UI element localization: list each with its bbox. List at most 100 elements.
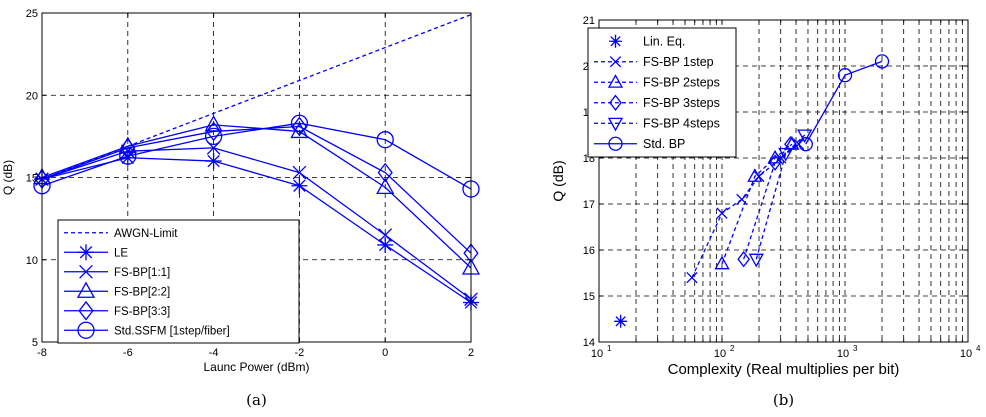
legend-label: LE <box>114 247 128 259</box>
data-point <box>378 228 393 242</box>
y-axis-label: Q (dB) <box>1 160 15 195</box>
x-tick-exponent: 4 <box>976 344 981 353</box>
figure-caption: (b) <box>773 391 794 409</box>
x-tick-label: 0 <box>382 347 388 359</box>
data-point <box>797 129 813 144</box>
data-point <box>119 149 136 166</box>
legend-label: Std. BP <box>643 137 685 151</box>
data-point <box>292 165 307 180</box>
legend-item: FS-BP[1:1] <box>64 264 170 279</box>
legend-marker <box>78 244 94 261</box>
figure-caption: (a) <box>246 391 267 409</box>
legend-marker <box>609 34 622 48</box>
legend-label: Std.SSFM [1step/fiber] <box>114 325 230 337</box>
legend-label: Lin. Eq. <box>643 34 685 48</box>
data-point <box>747 168 763 182</box>
x-tick-label: 10 <box>591 348 603 360</box>
x-axis-label: Launc Power (dBm) <box>203 360 309 374</box>
legend-item: FS-BP 1step <box>594 55 714 69</box>
legend-label: FS-BP 3steps <box>643 96 720 110</box>
legend-item: FS-BP[2:2] <box>64 281 170 298</box>
series-line <box>41 147 472 300</box>
plot-frame <box>598 19 969 343</box>
data-point <box>205 153 222 170</box>
data-point <box>290 114 309 132</box>
x-tick-exponent: 3 <box>853 344 858 353</box>
y-tick-label: 5 <box>32 337 38 349</box>
legend-marker <box>609 94 622 111</box>
x-tick-exponent: 1 <box>607 344 612 353</box>
data-point <box>377 236 394 253</box>
legend-marker <box>608 136 623 151</box>
y-tick-label: 10 <box>26 255 38 267</box>
data-point <box>205 121 222 142</box>
y-tick-label: 17 <box>583 199 595 211</box>
legend-item: Std.SSFM [1step/fiber] <box>64 321 230 339</box>
chart-b: 1415161718192021101102103104Complexity (… <box>550 15 981 409</box>
series-line <box>805 60 883 145</box>
legend-marker <box>607 117 624 132</box>
legend-marker <box>77 321 95 339</box>
legend-item: AWGN-Limit <box>64 228 178 240</box>
legend: Lin. Eq. FS-BP 1step FS-BP 2steps FS-BP 3st… <box>587 27 737 158</box>
legend-label: FS-BP 2steps <box>643 75 720 89</box>
y-tick-label: 15 <box>26 173 38 185</box>
data-point <box>778 147 794 162</box>
legend: AWGN-Limit LE FS-BP[1:1] FS-BP[2:2] FS-BP[3:… <box>57 219 300 344</box>
legend-label: FS-BP[3:3] <box>114 306 170 318</box>
series-line <box>755 134 806 260</box>
data-point <box>204 127 223 146</box>
x-tick-label: -4 <box>209 347 219 359</box>
data-point <box>686 271 698 284</box>
legend-marker <box>607 74 624 88</box>
chart-a: 5 10 15 20 25 -8 -6 -4 -2 0 2 Launc Power (dBm) Q (d… <box>1 8 481 409</box>
series-std-bp <box>798 54 890 152</box>
legend-box <box>587 27 737 158</box>
legend-item: FS-BP 4steps <box>594 116 720 132</box>
legend-marker <box>609 56 622 68</box>
legend-label: AWGN-Limit <box>114 228 178 240</box>
y-tick-label: 25 <box>26 8 38 20</box>
data-point <box>377 162 393 183</box>
legend-item: FS-BP[3:3] <box>64 300 170 321</box>
series-line <box>41 122 472 190</box>
data-point <box>837 68 853 83</box>
legend-item: FS-BP 3steps <box>594 94 720 111</box>
legend-marker <box>78 300 94 321</box>
series-line <box>41 125 472 254</box>
y-tick-label: 21 <box>583 15 595 27</box>
legend-label: FS-BP[1:1] <box>114 267 170 279</box>
data-point <box>376 177 395 195</box>
data-point <box>614 314 628 328</box>
data-point <box>714 255 730 270</box>
legend-label: FS-BP 4steps <box>643 116 720 130</box>
y-tick-label: 14 <box>583 337 595 349</box>
legend-label: FS-BP 1step <box>643 55 714 69</box>
x-tick-label: -6 <box>123 347 133 359</box>
x-tick-label: 10 <box>837 348 849 360</box>
data-point <box>748 253 764 268</box>
legend-marker <box>76 281 96 298</box>
series-line <box>721 143 793 265</box>
data-point <box>376 131 394 149</box>
x-tick-label: 2 <box>468 347 474 359</box>
x-tick-label: 10 <box>960 348 972 360</box>
series-line <box>743 143 791 260</box>
y-tick-label: 15 <box>583 291 595 303</box>
data-point <box>291 177 308 194</box>
data-point <box>768 154 782 171</box>
data-point <box>874 54 890 69</box>
legend-item: Std. BP <box>594 136 685 151</box>
legend-marker <box>79 264 93 279</box>
y-tick-label: 16 <box>583 245 595 257</box>
x-tick-label: -2 <box>295 347 305 359</box>
legend-label: FS-BP[2:2] <box>114 286 170 298</box>
legend-item: LE <box>64 244 128 261</box>
x-axis-label: Complexity (Real multiplies per bit) <box>668 361 900 378</box>
data-point <box>737 250 751 268</box>
y-tick-label: 20 <box>26 90 38 102</box>
legend-item: Lin. Eq. <box>609 34 685 48</box>
data-point <box>119 147 137 165</box>
data-point <box>798 137 813 152</box>
